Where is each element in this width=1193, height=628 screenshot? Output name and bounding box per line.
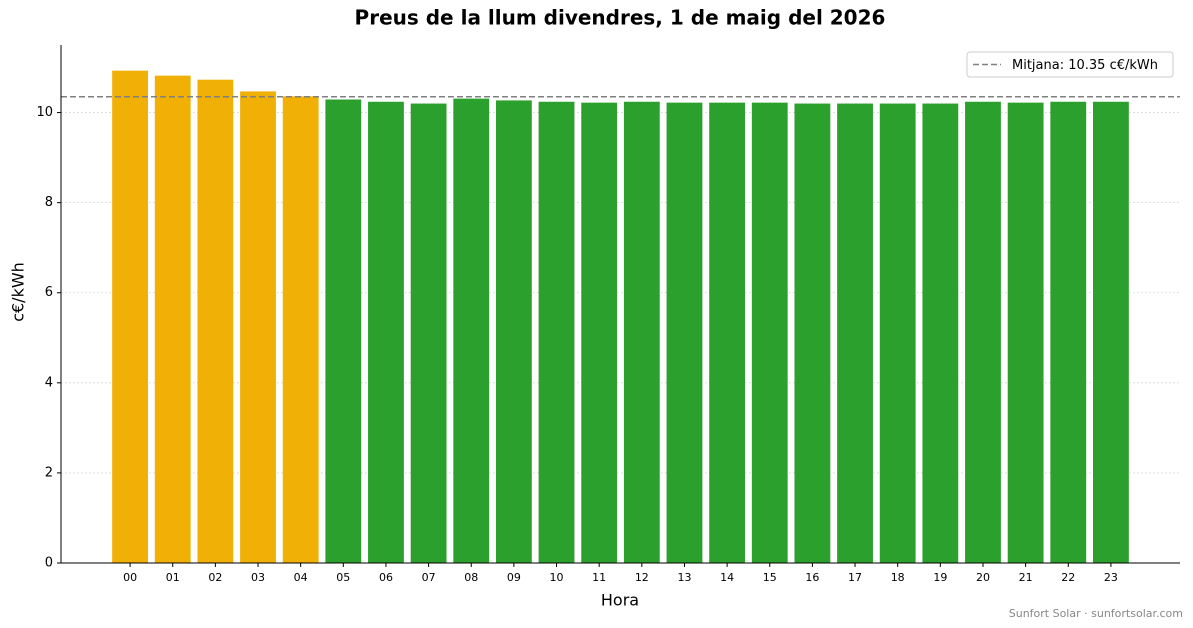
x-tick-label: 17 [848, 571, 862, 584]
y-tick-label: 0 [45, 556, 53, 571]
x-tick-label: 18 [891, 571, 905, 584]
bar [709, 102, 746, 564]
x-tick-label: 16 [805, 571, 819, 584]
bar [581, 102, 618, 564]
x-tick-label: 06 [379, 571, 393, 584]
bar [1093, 101, 1129, 563]
x-tick-label: 14 [720, 571, 734, 584]
x-tick-label: 03 [251, 571, 265, 584]
y-tick-label: 4 [45, 375, 53, 390]
x-tick-label: 23 [1104, 571, 1118, 584]
y-tick-label: 6 [45, 285, 53, 300]
bar [922, 103, 959, 563]
chart-title: Preus de la llum divendres, 1 de maig de… [355, 6, 886, 30]
bar [879, 103, 916, 563]
y-tick-label: 2 [45, 465, 53, 480]
bar [453, 98, 490, 563]
x-tick-label: 12 [635, 571, 649, 584]
x-tick-label: 15 [763, 571, 777, 584]
x-tick-label: 08 [464, 571, 478, 584]
bar [1007, 102, 1044, 564]
bar [368, 101, 404, 563]
y-tick-label: 10 [36, 105, 53, 120]
x-tick-label: 21 [1019, 571, 1033, 584]
x-tick-label: 09 [507, 571, 521, 584]
x-tick-label: 10 [550, 571, 564, 584]
legend-label: Mitjana: 10.35 c€/kWh [1012, 58, 1158, 73]
x-tick-label: 11 [592, 571, 606, 584]
bar [325, 99, 362, 563]
bar [282, 96, 319, 564]
bar [538, 101, 575, 563]
x-tick-label: 07 [422, 571, 436, 584]
x-tick-label: 19 [933, 571, 947, 584]
x-tick-label: 00 [123, 571, 137, 584]
bar [154, 75, 191, 563]
bar [197, 79, 234, 564]
bar [751, 102, 788, 564]
x-tick-label: 20 [976, 571, 990, 584]
bar [1050, 101, 1087, 563]
x-axis-label: Hora [601, 591, 639, 610]
x-tick-label: 05 [336, 571, 350, 584]
bar [837, 103, 873, 563]
footer: Sunfort Solar · sunfortsolar.com [1009, 607, 1183, 620]
y-tick-label: 8 [45, 195, 53, 210]
bar [495, 100, 532, 564]
x-tick-label: 01 [166, 571, 180, 584]
bar [410, 103, 447, 563]
x-tick-label: 13 [677, 571, 691, 584]
bar [240, 91, 276, 564]
legend-box [966, 51, 1174, 78]
x-tick-label: 22 [1061, 571, 1075, 584]
bar [794, 103, 831, 563]
x-tick-label: 04 [294, 571, 308, 584]
bar [623, 101, 660, 563]
y-axis-label: c€/kWh [9, 262, 28, 322]
bar [112, 70, 148, 564]
x-tick-label: 02 [208, 571, 222, 584]
bar [965, 101, 1001, 563]
bar [666, 102, 703, 564]
